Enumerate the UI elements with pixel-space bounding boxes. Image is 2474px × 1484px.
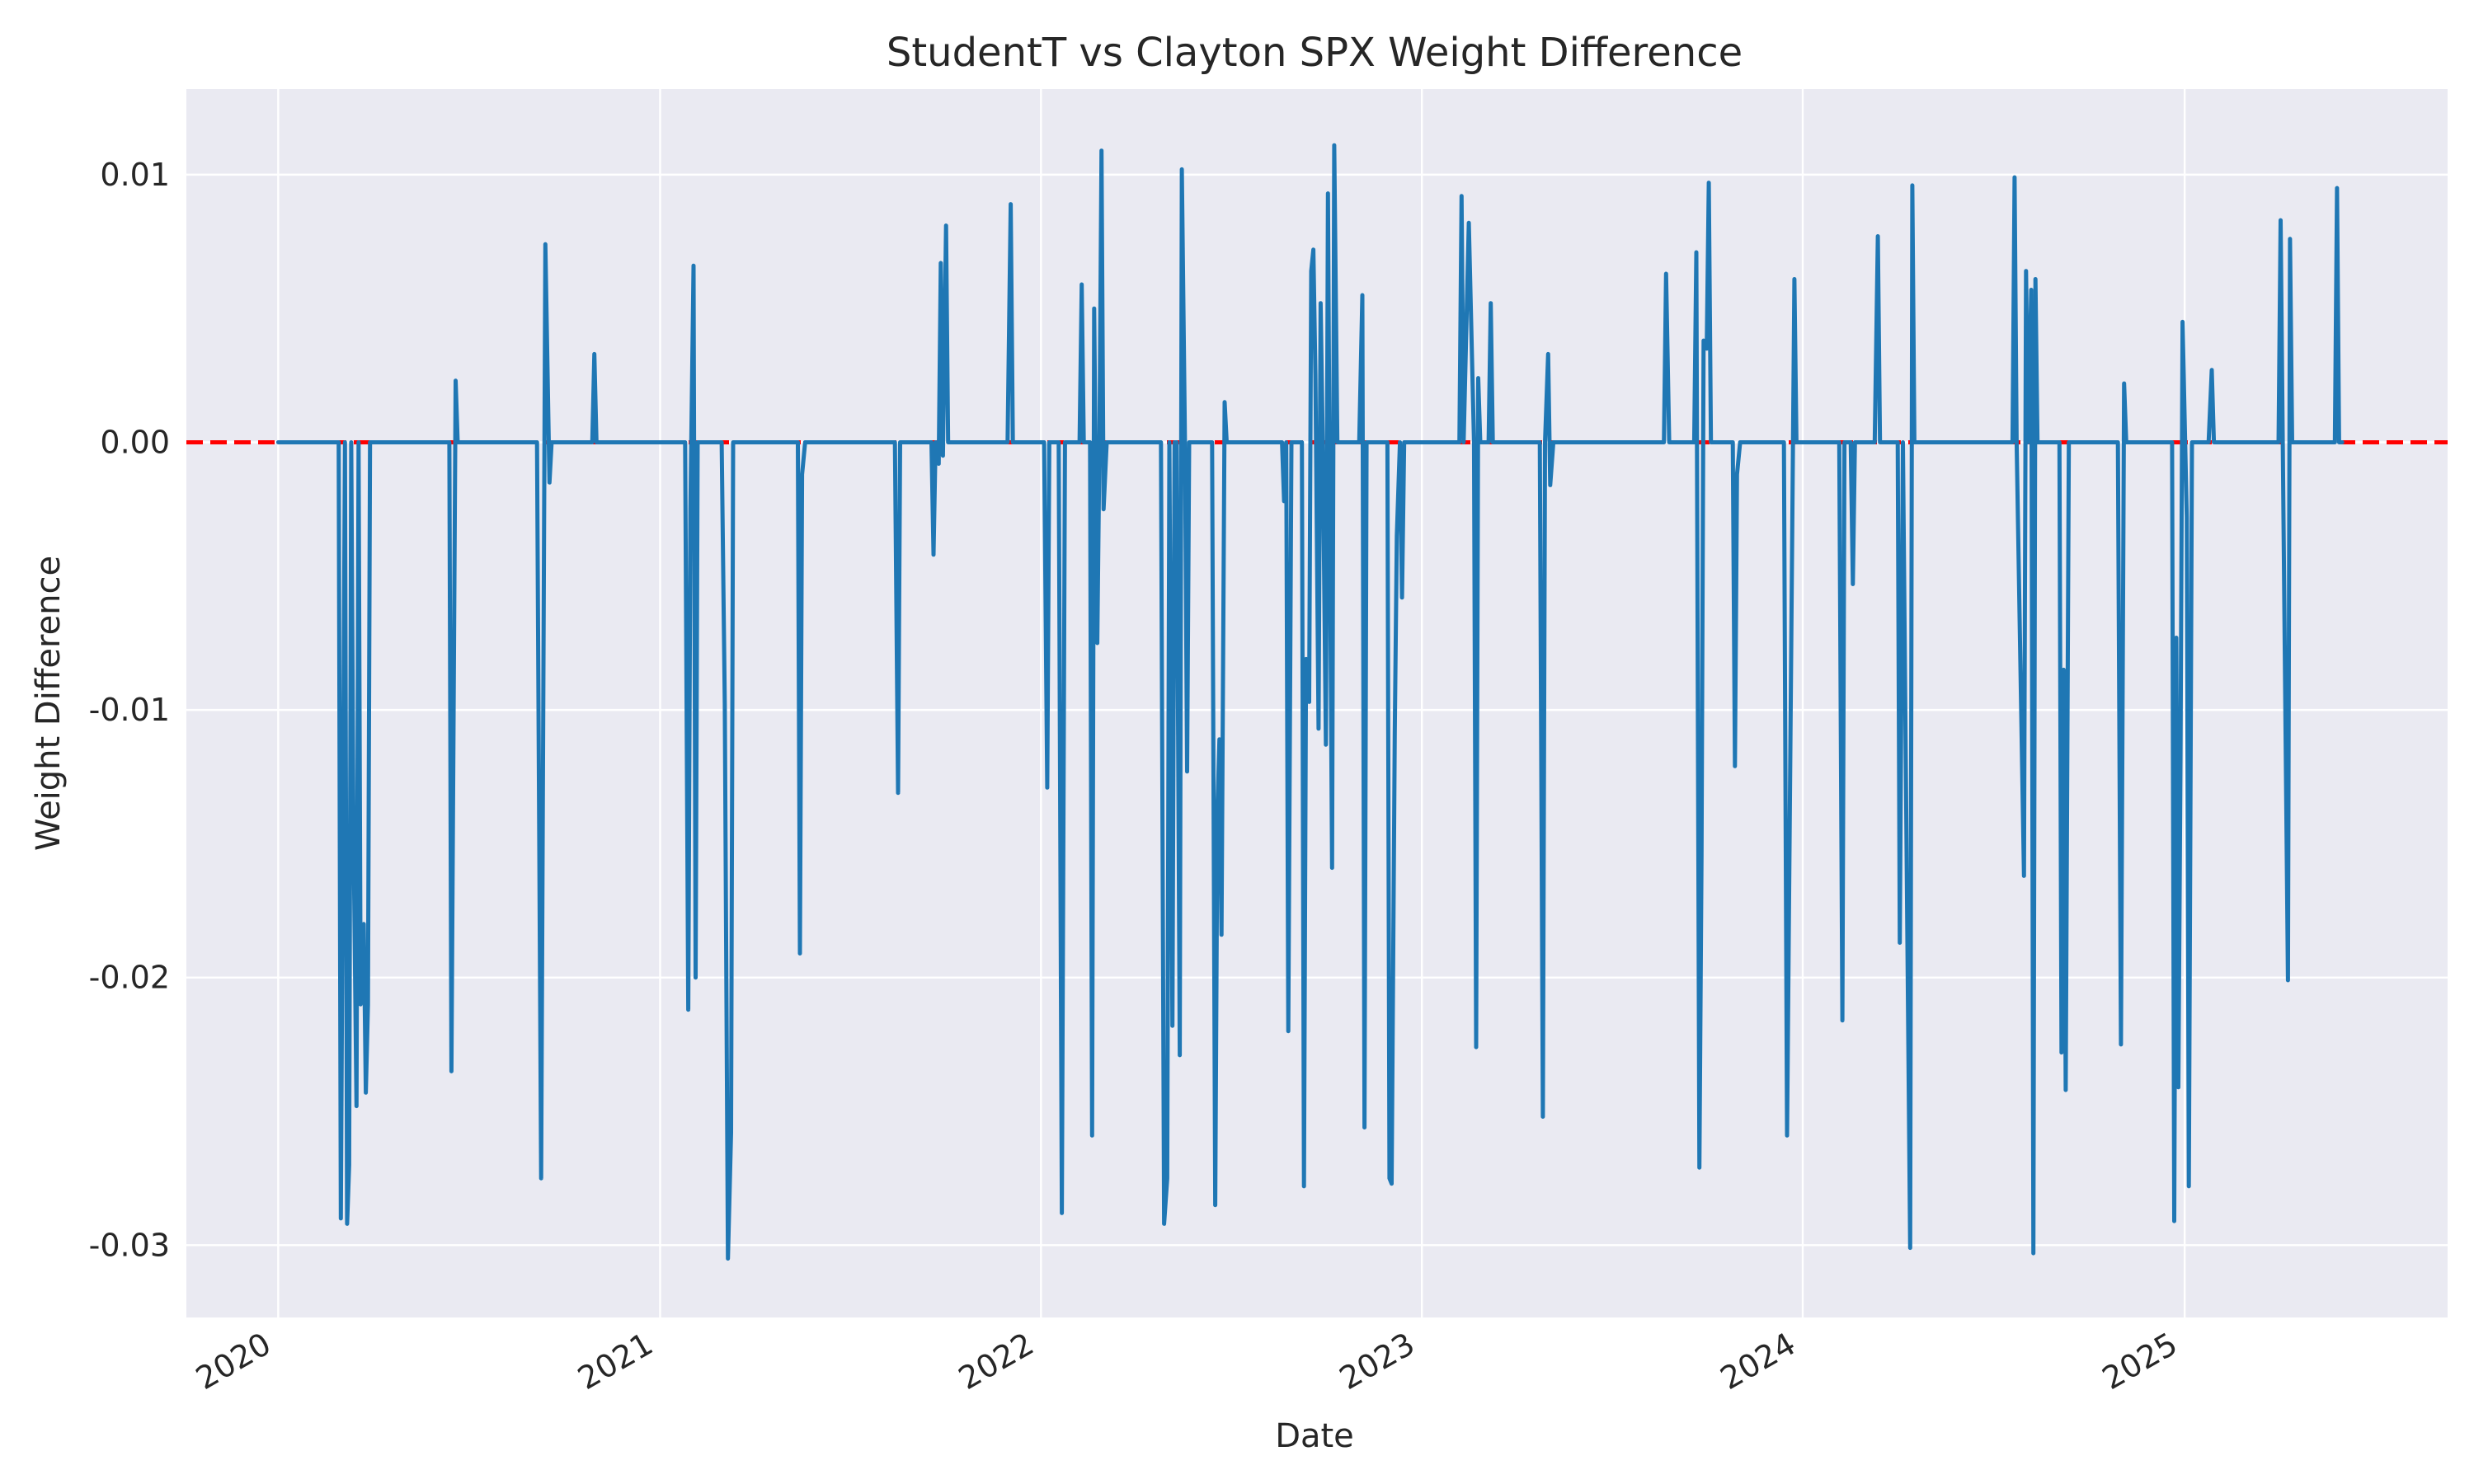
y-axis-label: Weight Difference <box>30 556 68 851</box>
x-tick-label: 2020 <box>190 1326 277 1397</box>
x-axis-label: Date <box>1275 1417 1354 1455</box>
weight-difference-line <box>275 143 2345 1261</box>
y-tick-label: -0.01 <box>89 692 170 728</box>
y-tick-label: 0.00 <box>100 424 170 460</box>
x-tick-labels: 2020 2021 2022 2023 2024 2025 <box>190 1326 2184 1397</box>
x-tick-label: 2023 <box>1333 1326 1421 1397</box>
y-tick-label: -0.03 <box>89 1227 170 1263</box>
x-tick-label: 2025 <box>2096 1326 2184 1397</box>
y-tick-label: -0.02 <box>89 960 170 996</box>
x-tick-label: 2021 <box>571 1326 659 1397</box>
y-tick-label: 0.01 <box>100 157 170 193</box>
x-tick-label: 2022 <box>952 1326 1040 1397</box>
x-tick-label: 2024 <box>1714 1326 1802 1397</box>
chart-title: StudentT vs Clayton SPX Weight Differenc… <box>887 30 1743 76</box>
series-layer <box>275 143 2345 1261</box>
y-tick-labels: 0.01 0.00 -0.01 -0.02 -0.03 <box>89 157 170 1263</box>
